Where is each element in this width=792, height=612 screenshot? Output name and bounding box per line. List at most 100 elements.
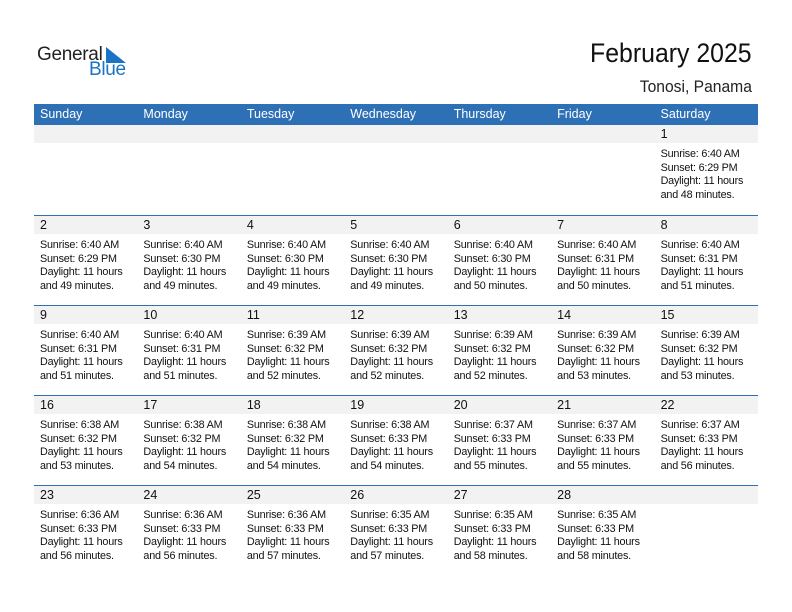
day-cell: 9 Sunrise: 6:40 AM Sunset: 6:31 PM Daylight… xyxy=(34,306,137,395)
day-info: Sunrise: 6:37 AM Sunset: 6:33 PM Daylight:… xyxy=(557,419,654,473)
day-info: Sunrise: 6:35 AM Sunset: 6:33 PM Daylight:… xyxy=(454,509,551,563)
day-cell: 28 Sunrise: 6:35 AM Sunset: 6:33 PM Dayligh… xyxy=(551,486,654,575)
daylight-text: Daylight: 11 hours xyxy=(246,446,330,458)
logo-triangle-icon xyxy=(106,47,126,63)
day-info: Sunrise: 6:40 AM Sunset: 6:31 PM Daylight:… xyxy=(661,239,758,293)
daylight-text: Daylight: 11 hours xyxy=(453,356,537,368)
day-info: Sunrise: 6:36 AM Sunset: 6:33 PM Daylight:… xyxy=(40,509,137,563)
daylight-text: and 48 minutes. xyxy=(660,188,735,201)
day-number-band xyxy=(34,396,758,414)
day-number: 23 xyxy=(40,488,54,502)
sunrise-text: Sunrise: 6:40 AM xyxy=(246,239,326,251)
day-number: 6 xyxy=(453,218,461,232)
daylight-text: and 49 minutes. xyxy=(143,279,218,292)
sunset-text: Sunset: 6:32 PM xyxy=(143,432,221,445)
day-cell: 17 Sunrise: 6:38 AM Sunset: 6:32 PM Dayligh… xyxy=(137,396,240,485)
day-info: Sunrise: 6:36 AM Sunset: 6:33 PM Daylight:… xyxy=(247,509,344,563)
day-number-band xyxy=(34,486,758,504)
weekday-friday: Friday xyxy=(557,107,592,121)
daylight-text: Daylight: 11 hours xyxy=(557,266,640,278)
day-number: 1 xyxy=(660,127,668,141)
sunset-text: Sunset: 6:30 PM xyxy=(246,252,324,265)
day-number: 20 xyxy=(453,398,468,412)
sunset-text: Sunset: 6:30 PM xyxy=(453,252,531,265)
day-info: Sunrise: 6:40 AM Sunset: 6:31 PM Daylight:… xyxy=(40,329,137,383)
sunset-text: Sunset: 6:33 PM xyxy=(350,522,428,535)
day-cell: 2 Sunrise: 6:40 AM Sunset: 6:29 PM Daylight… xyxy=(34,216,137,305)
logo: General Blue xyxy=(37,44,137,84)
day-info: Sunrise: 6:39 AM Sunset: 6:32 PM Daylight:… xyxy=(454,329,551,383)
daylight-text: Daylight: 11 hours xyxy=(40,536,123,548)
daylight-text: and 57 minutes. xyxy=(246,549,321,562)
day-number: 16 xyxy=(40,398,54,412)
sunrise-text: Sunrise: 6:37 AM xyxy=(557,419,637,431)
day-number: 10 xyxy=(143,308,158,322)
daylight-text: and 55 minutes. xyxy=(557,459,631,472)
logo-word-general: General xyxy=(37,44,103,65)
sunset-text: Sunset: 6:29 PM xyxy=(40,252,117,265)
sunrise-text: Sunrise: 6:35 AM xyxy=(557,509,637,521)
day-cell: 24 Sunrise: 6:36 AM Sunset: 6:33 PM Dayligh… xyxy=(137,486,240,575)
sunrise-text: Sunrise: 6:38 AM xyxy=(350,419,430,431)
sunset-text: Sunset: 6:32 PM xyxy=(557,342,634,355)
day-number: 21 xyxy=(557,398,572,412)
day-info: Sunrise: 6:40 AM Sunset: 6:31 PM Daylight:… xyxy=(557,239,654,293)
daylight-text: Daylight: 11 hours xyxy=(557,446,640,458)
daylight-text: Daylight: 11 hours xyxy=(660,175,744,187)
daylight-text: Daylight: 11 hours xyxy=(660,356,744,368)
day-info: Sunrise: 6:35 AM Sunset: 6:33 PM Daylight:… xyxy=(350,509,447,563)
sunset-text: Sunset: 6:33 PM xyxy=(557,432,634,445)
day-number-band xyxy=(34,125,758,143)
day-number: 17 xyxy=(143,398,158,412)
daylight-text: and 55 minutes. xyxy=(453,459,528,472)
day-number: 25 xyxy=(246,488,261,502)
week-row: 1 Sunrise: 6:40 AM Sunset: 6:29 PM Daylight… xyxy=(34,125,758,215)
daylight-text: and 52 minutes. xyxy=(350,369,425,382)
day-number: 9 xyxy=(40,308,47,322)
day-info: Sunrise: 6:36 AM Sunset: 6:33 PM Daylight:… xyxy=(143,509,240,563)
sunset-text: Sunset: 6:30 PM xyxy=(350,252,428,265)
weekday-thursday: Thursday xyxy=(453,107,506,121)
sunset-text: Sunset: 6:32 PM xyxy=(350,342,428,355)
daylight-text: Daylight: 11 hours xyxy=(143,446,227,458)
daylight-text: and 52 minutes. xyxy=(246,369,321,382)
day-info: Sunrise: 6:40 AM Sunset: 6:31 PM Daylight:… xyxy=(143,329,240,383)
sunset-text: Sunset: 6:31 PM xyxy=(557,252,634,265)
calendar-grid: 1 Sunrise: 6:40 AM Sunset: 6:29 PM Daylight… xyxy=(34,125,758,575)
daylight-text: and 58 minutes. xyxy=(557,549,631,562)
day-cell: 14 Sunrise: 6:39 AM Sunset: 6:32 PM Dayligh… xyxy=(551,306,654,395)
sunset-text: Sunset: 6:32 PM xyxy=(246,342,324,355)
day-cell: 22 Sunrise: 6:37 AM Sunset: 6:33 PM Dayligh… xyxy=(655,396,758,485)
daylight-text: and 54 minutes. xyxy=(246,459,321,472)
daylight-text: and 53 minutes. xyxy=(660,369,735,382)
daylight-text: and 49 minutes. xyxy=(246,279,321,292)
sunset-text: Sunset: 6:33 PM xyxy=(453,432,531,445)
day-cell: 18 Sunrise: 6:38 AM Sunset: 6:32 PM Dayligh… xyxy=(241,396,344,485)
logo-word-blue: Blue xyxy=(89,59,126,80)
day-cell: 10 Sunrise: 6:40 AM Sunset: 6:31 PM Dayligh… xyxy=(137,306,240,395)
sunset-text: Sunset: 6:29 PM xyxy=(660,161,738,174)
daylight-text: and 53 minutes. xyxy=(557,369,631,382)
daylight-text: Daylight: 11 hours xyxy=(40,356,123,368)
weekday-saturday: Saturday xyxy=(660,107,711,121)
day-info: Sunrise: 6:39 AM Sunset: 6:32 PM Daylight:… xyxy=(661,329,758,383)
sunset-text: Sunset: 6:30 PM xyxy=(143,252,221,265)
sunrise-text: Sunrise: 6:40 AM xyxy=(143,239,223,251)
day-number: 11 xyxy=(246,308,260,322)
daylight-text: Daylight: 11 hours xyxy=(350,266,433,278)
sunrise-text: Sunrise: 6:35 AM xyxy=(453,509,533,521)
day-cell: 7 Sunrise: 6:40 AM Sunset: 6:31 PM Daylight… xyxy=(551,216,654,305)
daylight-text: and 58 minutes. xyxy=(453,549,528,562)
daylight-text: Daylight: 11 hours xyxy=(660,446,744,458)
day-number: 5 xyxy=(350,218,358,232)
day-number: 22 xyxy=(660,398,675,412)
day-number: 8 xyxy=(660,218,668,232)
day-number: 7 xyxy=(557,218,565,232)
daylight-text: Daylight: 11 hours xyxy=(246,266,330,278)
sunset-text: Sunset: 6:32 PM xyxy=(40,432,117,445)
page-title: February 2025 xyxy=(590,38,752,68)
day-number: 15 xyxy=(660,308,675,322)
location: Tonosi, Panama xyxy=(639,77,752,96)
day-cell: 25 Sunrise: 6:36 AM Sunset: 6:33 PM Dayligh… xyxy=(241,486,344,575)
daylight-text: Daylight: 11 hours xyxy=(246,356,330,368)
